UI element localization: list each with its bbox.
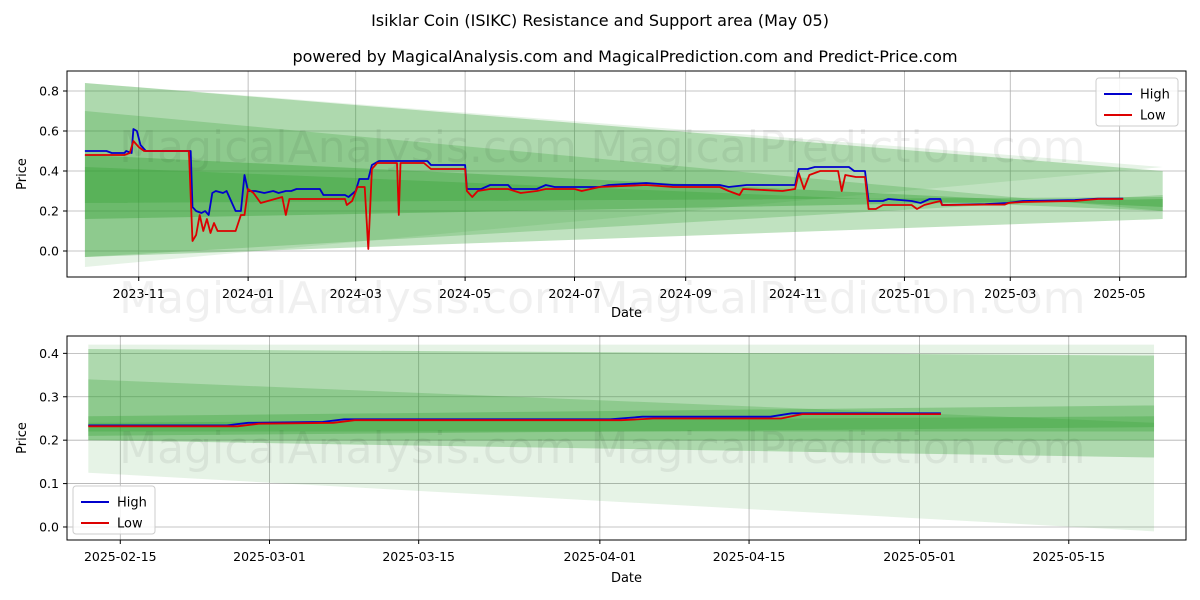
watermark-analysis: MagicalAnalysis.com	[119, 122, 577, 173]
x-tick-label: 2025-01	[878, 286, 930, 301]
x-tick-label: 2025-04-15	[713, 549, 786, 564]
y-tick-label: 0.6	[39, 124, 59, 139]
y-tick-label: 0.2	[39, 433, 59, 448]
series-line-low	[88, 413, 941, 428]
watermark-prediction: MagicalPrediction.com	[591, 122, 1086, 173]
legend-label-low: Low	[1140, 109, 1166, 124]
band-area	[88, 379, 1155, 441]
series-line-low	[84, 140, 1124, 250]
x-tick-label: 2024-03	[330, 286, 382, 301]
watermark-prediction: MagicalPrediction.com	[591, 423, 1086, 474]
plot-frame	[66, 70, 1187, 278]
legend-label-low: Low	[117, 517, 143, 532]
y-axis-label: Price	[15, 158, 30, 190]
band-area	[84, 83, 1163, 257]
legend-label-high: High	[1140, 88, 1170, 103]
x-tick-label: 2023-11	[113, 286, 165, 301]
x-tick-label: 2025-03	[984, 286, 1036, 301]
watermark-analysis: MagicalAnalysis.com	[119, 273, 577, 324]
x-tick-label: 2025-02-15	[84, 549, 157, 564]
band-area	[88, 416, 1155, 432]
y-tick-label: 0.4	[39, 164, 59, 179]
x-tick-label: 2025-03-01	[233, 549, 306, 564]
y-tick-label: 0.3	[39, 389, 59, 404]
band-area	[84, 83, 1163, 267]
y-tick-label: 0.0	[39, 519, 59, 534]
band-area	[88, 344, 1155, 532]
watermark-prediction: MagicalPrediction.com	[591, 273, 1086, 324]
watermark-analysis: MagicalAnalysis.com	[119, 423, 577, 474]
y-tick-label: 0.1	[39, 476, 59, 491]
x-axis-label: Date	[611, 571, 642, 586]
x-tick-label: 2025-05-15	[1032, 549, 1105, 564]
plot-frame	[66, 335, 1187, 541]
series-lines	[88, 412, 941, 428]
x-tick-label: 2025-04-01	[564, 549, 637, 564]
y-axis-label: Price	[15, 422, 30, 454]
band-area	[88, 349, 1155, 458]
support-resistance-bands	[84, 83, 1163, 267]
x-tick-label: 2024-11	[769, 286, 821, 301]
x-tick-label: 2025-05-01	[883, 549, 956, 564]
y-tick-label: 0.0	[39, 244, 59, 259]
legend: High Low	[1095, 77, 1179, 127]
chart-subtitle: powered by MagicalAnalysis.com and Magic…	[292, 47, 957, 66]
series-lines	[84, 128, 1124, 250]
x-tick-label: 2024-01	[222, 286, 274, 301]
x-axis-label: Date	[611, 306, 642, 321]
band-area	[84, 155, 1163, 219]
y-tick-label: 0.8	[39, 84, 59, 99]
chart-title: Isiklar Coin (ISIKC) Resistance and Supp…	[371, 11, 829, 30]
support-resistance-bands	[88, 344, 1155, 532]
legend: High Low	[72, 485, 156, 535]
x-tick-label: 2024-09	[660, 286, 712, 301]
bottom-chart: MagicalAnalysis.com MagicalPrediction.com…	[15, 335, 1187, 586]
x-tick-label: 2025-03-15	[382, 549, 455, 564]
y-tick-label: 0.2	[39, 204, 59, 219]
y-tick-label: 0.4	[39, 346, 59, 361]
series-line-high	[88, 412, 941, 427]
legend-label-high: High	[117, 496, 147, 511]
x-tick-label: 2025-05	[1094, 286, 1146, 301]
x-tick-label: 2024-07	[548, 286, 600, 301]
top-chart: MagicalAnalysis.com MagicalPrediction.com…	[15, 70, 1187, 324]
x-tick-label: 2024-05	[439, 286, 491, 301]
